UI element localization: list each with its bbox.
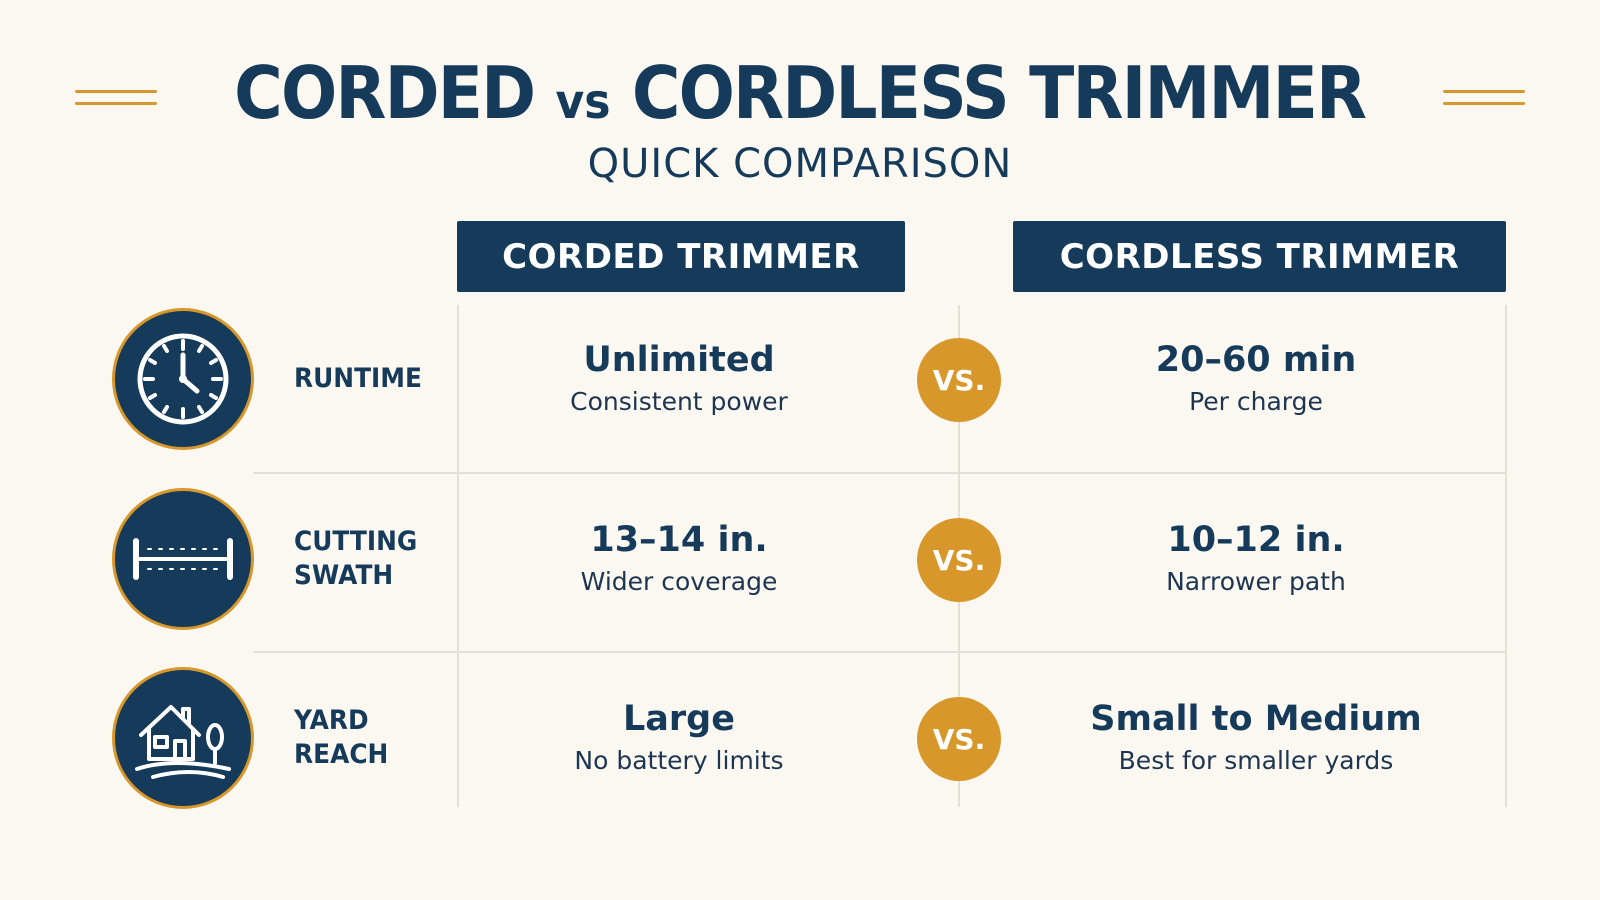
title-corded: CORDED xyxy=(234,51,537,135)
cordless-note: Best for smaller yards xyxy=(1118,746,1394,775)
corded-value: Unlimited xyxy=(583,340,775,380)
feature-label-line: YARD xyxy=(294,705,369,736)
title-bar: CORDED vs CORDLESS TRIMMER xyxy=(0,48,1600,147)
vs-badge: VS. xyxy=(917,518,1001,602)
page-title: CORDED vs CORDLESS TRIMMER xyxy=(234,48,1368,147)
title-decoration-right xyxy=(1442,90,1525,105)
corded-cell-runtime: Unlimited Consistent power xyxy=(459,289,899,469)
corded-value: 13–14 in. xyxy=(590,520,768,560)
corded-note: Consistent power xyxy=(570,387,788,416)
house-icon xyxy=(112,667,254,809)
title-vs: vs xyxy=(555,74,611,130)
comparison-row-runtime: RUNTIME Unlimited Consistent power VS. 2… xyxy=(0,289,1600,469)
grid-line-horizontal xyxy=(253,651,1506,653)
grid-line-horizontal xyxy=(253,472,1506,474)
corded-cell-yard-reach: Large No battery limits xyxy=(459,648,899,828)
feature-label-yard-reach: YARD REACH xyxy=(294,648,388,828)
feature-label-line: SWATH xyxy=(294,560,394,591)
cordless-value: Small to Medium xyxy=(1090,699,1422,739)
cordless-value: 10–12 in. xyxy=(1167,520,1345,560)
cordless-note: Per charge xyxy=(1189,387,1323,416)
cordless-cell-runtime: 20–60 min Per charge xyxy=(960,289,1552,469)
grid-line-vertical xyxy=(457,305,459,807)
title-decoration-left xyxy=(75,90,158,105)
feature-label-line: RUNTIME xyxy=(294,363,422,394)
title-cordless-trimmer: CORDLESS TRIMMER xyxy=(632,51,1367,135)
cordless-note: Narrower path xyxy=(1166,567,1346,596)
feature-label-runtime: RUNTIME xyxy=(294,289,422,469)
feature-label-cutting-swath: CUTTING SWATH xyxy=(294,469,417,649)
vs-badge: VS. xyxy=(917,338,1001,422)
page-subtitle: QUICK COMPARISON xyxy=(587,141,1013,187)
clock-icon xyxy=(112,308,254,450)
cordless-value: 20–60 min xyxy=(1155,340,1357,380)
column-header-corded: CORDED TRIMMER xyxy=(457,221,905,292)
vs-badge: VS. xyxy=(917,697,1001,781)
grid-line-vertical xyxy=(1505,305,1507,807)
comparison-row-yard-reach: YARD REACH Large No battery limits VS. S… xyxy=(0,648,1600,828)
feature-label-line: REACH xyxy=(294,739,389,770)
comparison-row-cutting-swath: CUTTING SWATH 13–14 in. Wider coverage V… xyxy=(0,469,1600,649)
corded-note: Wider coverage xyxy=(580,567,778,596)
feature-label-line: CUTTING xyxy=(294,526,418,557)
corded-value: Large xyxy=(623,699,735,739)
corded-cell-cutting-swath: 13–14 in. Wider coverage xyxy=(459,469,899,649)
column-header-cordless: CORDLESS TRIMMER xyxy=(1013,221,1506,292)
cordless-cell-cutting-swath: 10–12 in. Narrower path xyxy=(960,469,1552,649)
ruler-icon xyxy=(112,488,254,630)
corded-note: No battery limits xyxy=(574,746,784,775)
cordless-cell-yard-reach: Small to Medium Best for smaller yards xyxy=(960,648,1552,828)
